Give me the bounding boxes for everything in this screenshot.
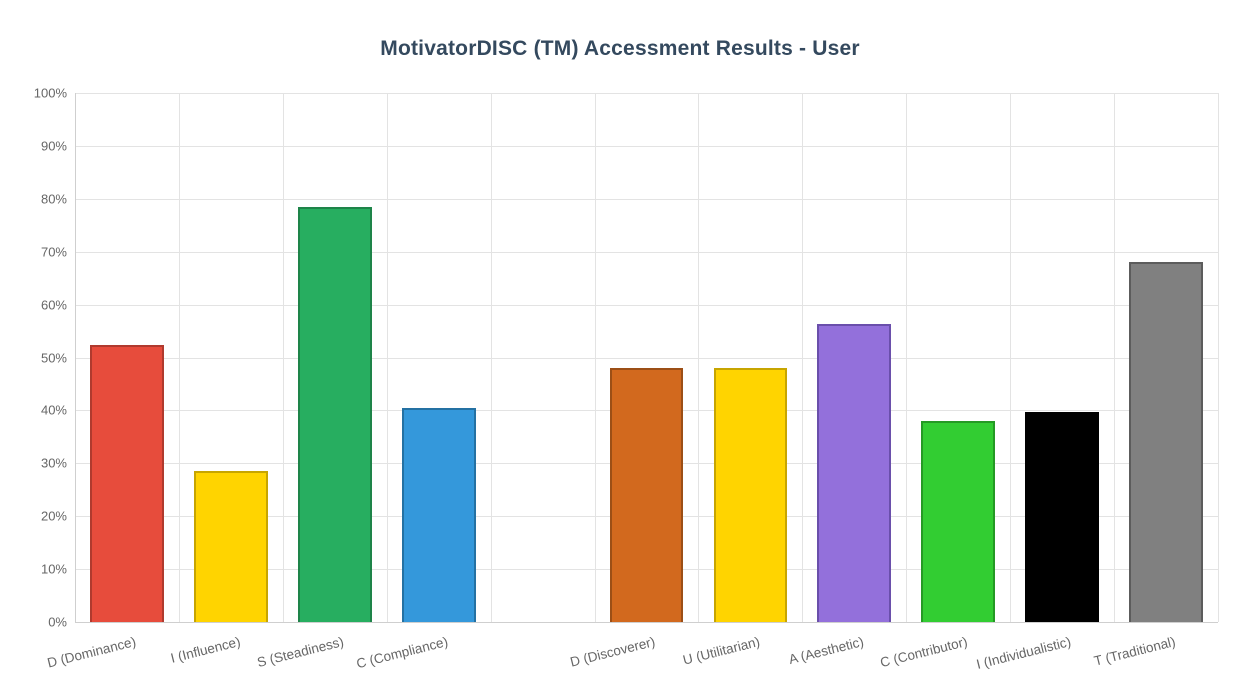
h-gridline bbox=[75, 304, 1218, 306]
y-tick-label: 50% bbox=[40, 350, 67, 365]
v-gridline bbox=[1010, 93, 1012, 622]
x-label-s-steadiness: S (Steadiness) bbox=[255, 634, 346, 670]
v-gridline bbox=[594, 93, 596, 622]
x-label-c-contributor: C (Contributor) bbox=[878, 634, 969, 671]
v-gridline bbox=[1114, 93, 1116, 622]
bar-s-steadiness bbox=[297, 207, 372, 622]
bar-i-influence bbox=[193, 471, 268, 622]
bars-layer bbox=[75, 93, 1218, 622]
plot-area bbox=[75, 93, 1219, 623]
v-gridline bbox=[802, 93, 804, 622]
bar-c-compliance bbox=[401, 408, 476, 622]
v-gridline bbox=[490, 93, 492, 622]
y-tick-label: 10% bbox=[40, 561, 67, 577]
y-tick-label: 30% bbox=[40, 455, 67, 471]
y-tick-label: 20% bbox=[40, 508, 67, 524]
y-tick-label: 100% bbox=[33, 85, 67, 101]
y-tick-label: 0% bbox=[48, 614, 67, 630]
x-label-i-individualistic: I (Individualistic) bbox=[975, 634, 1073, 672]
y-tick-label: 40% bbox=[40, 402, 67, 418]
v-gridline bbox=[1218, 93, 1219, 622]
y-tick-label: 90% bbox=[40, 138, 67, 154]
x-label-u-utilitarian: U (Utilitarian) bbox=[680, 634, 762, 668]
v-gridline bbox=[698, 93, 700, 622]
h-gridline bbox=[75, 198, 1218, 200]
x-label-c-compliance: C (Compliance) bbox=[354, 634, 450, 672]
h-gridline bbox=[75, 357, 1218, 359]
h-gridline bbox=[75, 622, 1218, 623]
bar-d-dominance bbox=[90, 345, 164, 622]
chart-title: MotivatorDISC (TM) Accessment Results - … bbox=[380, 37, 860, 60]
v-gridline bbox=[75, 93, 76, 622]
y-axis-tick-labels: 0% 10% 20% 30% 40% 50% 60% 70% 80% 90% 100% bbox=[0, 86, 67, 630]
y-tick-label: 60% bbox=[40, 297, 67, 313]
bar-i-individualistic bbox=[1025, 412, 1099, 622]
v-gridline bbox=[282, 93, 284, 622]
v-gridline bbox=[906, 93, 908, 622]
bar-t-traditional bbox=[1129, 261, 1203, 622]
bar-u-utilitarian bbox=[713, 367, 788, 622]
x-label-i-influence: I (Influence) bbox=[168, 634, 242, 666]
h-gridline bbox=[75, 251, 1218, 253]
y-tick-label: 80% bbox=[40, 191, 67, 207]
v-gridline bbox=[178, 93, 180, 622]
v-gridline bbox=[386, 93, 388, 622]
h-gridline bbox=[75, 145, 1218, 147]
bar-d-discoverer bbox=[609, 367, 684, 622]
x-label-a-aesthetic: A (Aesthetic) bbox=[787, 634, 865, 668]
x-axis-labels: D (Dominance) I (Influence) S (Steadiness)… bbox=[46, 622, 1218, 680]
h-gridline bbox=[75, 93, 1218, 94]
x-label-d-dominance: D (Dominance) bbox=[45, 634, 138, 671]
bar-c-contributor bbox=[921, 420, 996, 622]
x-label-d-discoverer: D (Discoverer) bbox=[569, 634, 658, 670]
y-tick-label: 70% bbox=[40, 244, 67, 260]
bar-a-aesthetic bbox=[817, 323, 892, 622]
x-label-t-traditional: T (Traditional) bbox=[1092, 634, 1177, 669]
